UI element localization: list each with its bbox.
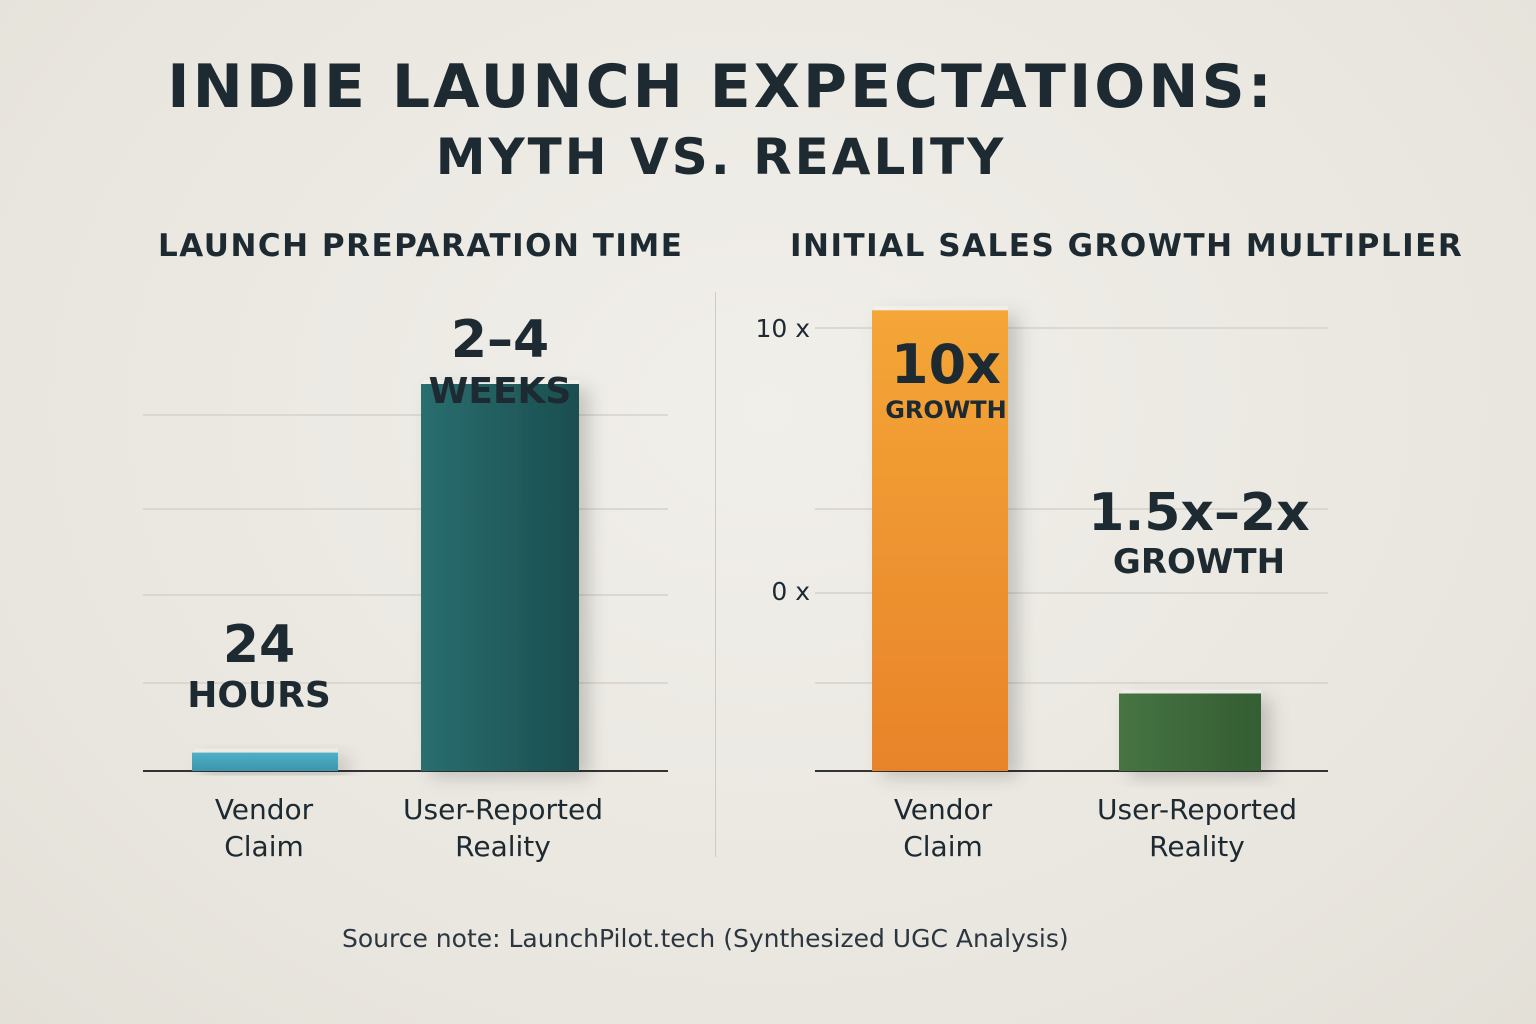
growth-category-label: User-Reported [1097, 793, 1297, 826]
prep-category-label: User-Reported [403, 793, 603, 826]
growth-panel-title: INITIAL SALES GROWTH MULTIPLIER [790, 228, 1464, 264]
growth-vendor-bar [872, 306, 1008, 771]
growth-category-label: Vendor [894, 793, 993, 826]
prep-vendor-bar [192, 748, 338, 771]
chart-subtitle: MYTH VS. REALITY [435, 128, 1007, 186]
growth-reality-bar [1119, 689, 1261, 771]
prep-category-label: Reality [455, 830, 551, 863]
prep-value-label: 2–4 [451, 310, 549, 370]
growth-category-label: Reality [1149, 830, 1245, 863]
growth-ytick-label: 0 x [771, 577, 810, 606]
growth-value-label: 10x [891, 333, 1001, 396]
source-note: Source note: LaunchPilot.tech (Synthesiz… [342, 924, 1069, 953]
prep-unit-label: HOURS [187, 675, 331, 716]
growth-unit-label: GROWTH [1113, 542, 1285, 582]
panel-divider [715, 292, 716, 857]
prep-category-label: Vendor [215, 793, 314, 826]
chart-title: INDIE LAUNCH EXPECTATIONS: [167, 52, 1275, 122]
prep-category-label: Claim [224, 830, 304, 863]
growth-ytick-label: 10 x [755, 314, 810, 343]
prep-unit-label: WEEKS [429, 371, 572, 412]
growth-category-label: Claim [903, 830, 983, 863]
growth-unit-label: GROWTH [885, 396, 1007, 424]
prep-time-panel-title: LAUNCH PREPARATION TIME [158, 228, 684, 264]
prep-value-label: 24 [223, 615, 295, 675]
growth-value-label: 1.5x–2x [1088, 483, 1309, 543]
prep-reality-bar [421, 380, 579, 771]
